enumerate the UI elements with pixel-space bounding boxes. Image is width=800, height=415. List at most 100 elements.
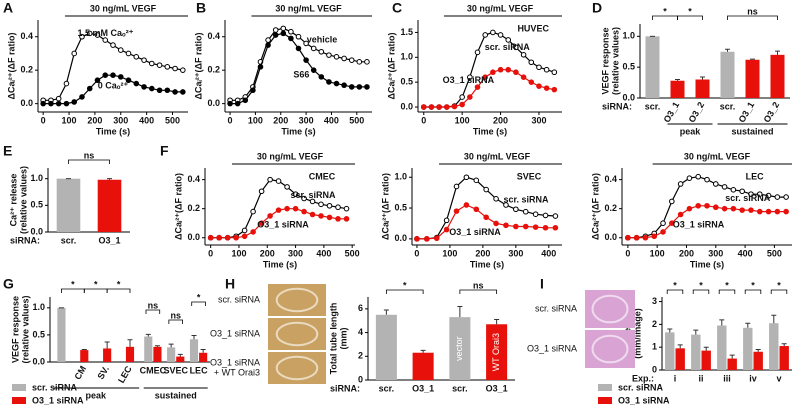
panel-letter: I xyxy=(540,276,544,292)
significance-bracket xyxy=(718,289,736,294)
y-axis-label: (relative values) xyxy=(610,27,620,95)
error-bar xyxy=(81,349,87,351)
data-point xyxy=(333,54,340,60)
data-point xyxy=(483,214,489,221)
data-point xyxy=(522,208,529,215)
data-point xyxy=(156,87,163,94)
error-bar xyxy=(703,346,709,351)
y-axis-label: ΔCaᵢ²⁺(ΔF ratio) xyxy=(590,173,600,240)
data-point xyxy=(335,216,341,222)
significance-label: * xyxy=(673,280,677,290)
x-tick-label: 200 xyxy=(475,248,490,258)
series-label: O3_1 siRNA xyxy=(673,219,725,229)
data-point xyxy=(765,208,772,215)
data-point xyxy=(483,186,489,193)
legend-swatch xyxy=(12,384,26,391)
x-tick-label: scr. xyxy=(379,383,395,393)
data-point xyxy=(309,198,316,205)
data-point xyxy=(669,198,675,205)
data-point xyxy=(433,235,440,242)
panel-letter: D xyxy=(592,0,602,16)
group-label: sustained xyxy=(155,390,197,400)
y-tick-label: 0.2 xyxy=(604,203,617,213)
data-point xyxy=(156,62,163,68)
data-point xyxy=(490,69,496,76)
data-point xyxy=(505,66,512,73)
data-point xyxy=(117,74,124,80)
data-point xyxy=(284,205,290,212)
data-point xyxy=(102,37,109,43)
legend-label: scr. siRNA xyxy=(32,382,78,392)
data-point xyxy=(765,192,772,199)
x-tick-label: SVEC xyxy=(163,365,188,375)
data-point xyxy=(224,234,231,241)
data-point xyxy=(227,100,233,107)
panel-letter: H xyxy=(225,276,235,292)
data-point xyxy=(552,224,559,231)
data-point xyxy=(474,84,481,90)
significance-label: ns xyxy=(148,300,159,310)
significance-label: * xyxy=(94,279,98,289)
data-point xyxy=(490,29,496,36)
data-point xyxy=(63,100,70,107)
y-tick-label: 2 xyxy=(652,319,657,329)
bar xyxy=(57,307,66,362)
data-point xyxy=(414,236,420,242)
bar xyxy=(97,179,122,232)
y-tick-label: 1.0 xyxy=(400,52,413,62)
image-label: + WT Orai3 xyxy=(214,367,260,377)
y-axis-label: ΔCaᵢ²⁺(ΔF ratio) xyxy=(6,33,16,100)
data-point xyxy=(148,85,155,92)
x-tick-label: 300 xyxy=(288,248,303,258)
y-tick-label: 1 xyxy=(652,342,657,352)
data-point xyxy=(48,100,54,107)
data-point xyxy=(141,57,147,63)
data-point xyxy=(333,80,340,87)
data-point xyxy=(94,77,101,84)
x-tick-label: 0 xyxy=(625,248,630,258)
data-point xyxy=(164,64,171,70)
micrograph-detail xyxy=(275,355,319,381)
data-point xyxy=(343,205,350,212)
panel-letter: F xyxy=(160,143,169,159)
x-tick-label: scr. xyxy=(645,101,661,111)
x-tick-label: O3_1 xyxy=(412,383,434,393)
x-tick-label: 200 xyxy=(679,248,694,258)
image-label: O3_1 siRNA xyxy=(210,328,260,338)
data-point xyxy=(513,206,519,213)
error-bar xyxy=(693,329,699,335)
data-point xyxy=(164,87,171,94)
bar xyxy=(745,59,760,98)
data-point xyxy=(207,234,214,241)
data-point xyxy=(513,223,519,230)
stimulus-label: 30 ng/mL VEGF xyxy=(467,3,534,13)
data-point xyxy=(364,59,370,65)
data-point xyxy=(318,201,324,208)
bar xyxy=(167,347,176,362)
data-point xyxy=(133,54,140,60)
series-label: scr. siRNA xyxy=(503,195,549,205)
data-point xyxy=(459,94,465,100)
x-tick-label: 200 xyxy=(260,248,275,258)
image-label: scr. siRNA xyxy=(218,294,260,304)
y-axis-label: (relative values) xyxy=(20,295,30,363)
data-point xyxy=(241,233,248,240)
y-tick-label: 2 xyxy=(358,351,363,361)
data-point xyxy=(265,37,271,43)
x-tick-label: LEC xyxy=(116,364,134,385)
x-tick-label: 0 xyxy=(41,115,46,125)
data-point xyxy=(497,66,504,73)
bar xyxy=(56,178,81,232)
data-point xyxy=(267,213,273,219)
x-tick-label: 300 xyxy=(531,115,546,125)
data-point xyxy=(55,100,62,107)
bar xyxy=(769,323,779,370)
significance-bracket xyxy=(770,289,788,294)
data-point xyxy=(110,42,116,48)
data-point xyxy=(292,191,299,197)
error-bar xyxy=(667,328,673,333)
y-tick-label: 0.0 xyxy=(604,232,617,242)
data-point xyxy=(551,86,558,93)
x-tick-label: 100 xyxy=(231,248,246,258)
group-label: peak xyxy=(680,126,702,136)
